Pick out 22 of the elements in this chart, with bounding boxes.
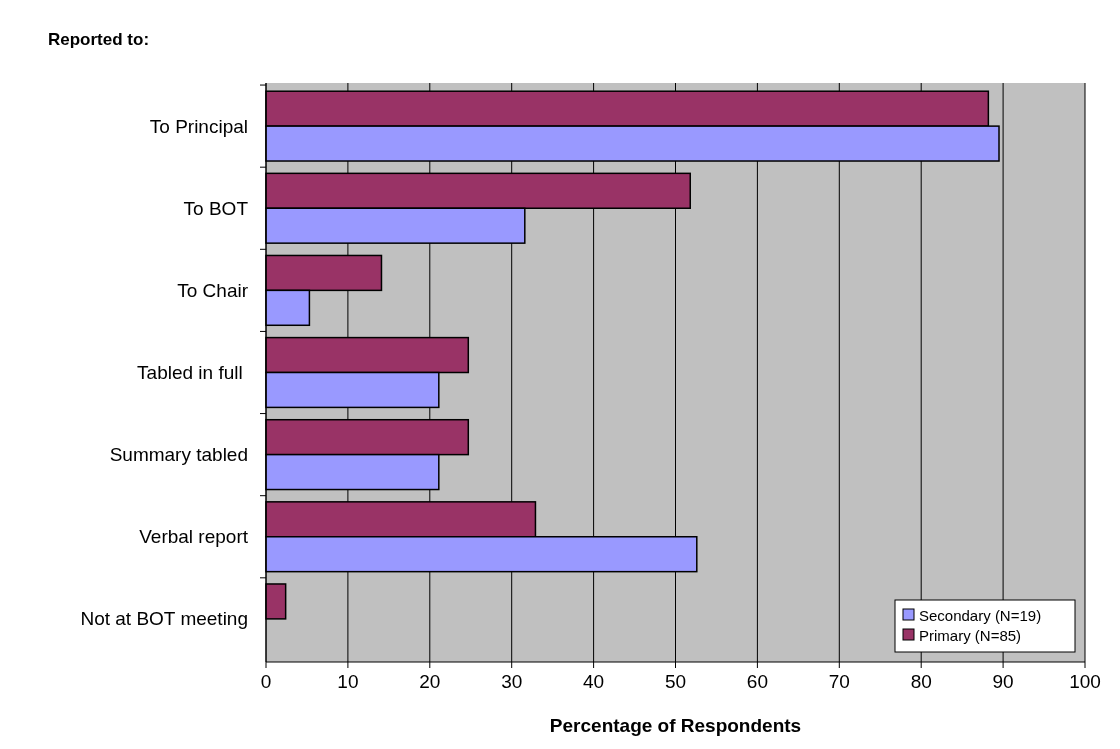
y-tick-label: Verbal report xyxy=(139,526,249,548)
y-tick-label: To Chair xyxy=(177,279,249,301)
x-tick-label: 100 xyxy=(1069,671,1101,692)
y-tick-label: To Principal xyxy=(149,115,248,137)
text: Reported to: xyxy=(48,30,150,49)
y-tick-label: Summary tabled xyxy=(109,444,248,466)
legend-label: Primary (N=85) xyxy=(919,626,1022,644)
x-tick-label: 30 xyxy=(501,671,523,692)
x-tick-label: 0 xyxy=(260,671,272,692)
x-tick-label: 10 xyxy=(337,671,359,692)
y-tick-label: Not at BOT meeting xyxy=(80,608,248,630)
legend-label: Secondary (N=19) xyxy=(919,606,1042,624)
x-tick-label: 60 xyxy=(746,671,768,692)
x-axis-title: Percentage of Respondents xyxy=(549,715,802,736)
y-tick-label: To BOT xyxy=(183,197,249,219)
x-tick-label: 40 xyxy=(583,671,605,692)
x-tick-label: 70 xyxy=(828,671,850,692)
x-tick-label: 90 xyxy=(992,671,1014,692)
x-tick-label: 20 xyxy=(419,671,441,692)
y-tick-label: Tabled in full xyxy=(137,362,248,383)
x-tick-label: 80 xyxy=(910,671,932,692)
x-tick-label: 50 xyxy=(664,671,687,692)
